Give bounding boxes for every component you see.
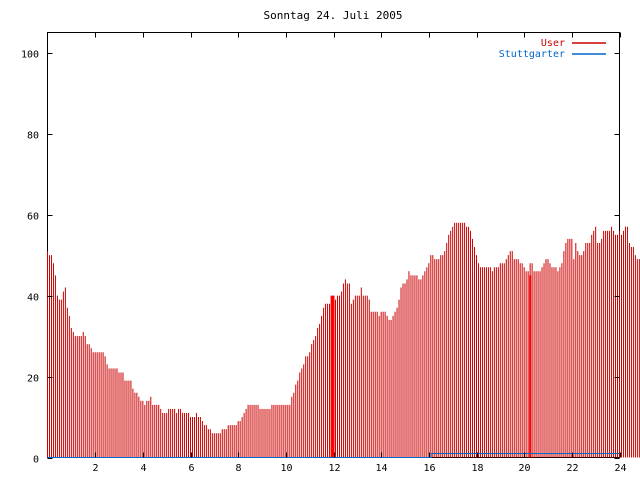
x-tick-label: 18 (471, 463, 483, 474)
legend-label-stuttgarter: Stuttgarter (499, 49, 565, 60)
x-tick-label: 12 (328, 463, 340, 474)
x-tick-label: 20 (518, 463, 530, 474)
stuttgarter-line (47, 452, 620, 458)
x-tick-label: 14 (375, 463, 387, 474)
x-axis-ticks: 2 4 6 8 10 12 14 16 18 20 22 24 (92, 32, 627, 474)
x-tick-label: 2 (92, 463, 98, 474)
y-tick-label: 100 (21, 50, 39, 61)
x-tick-label: 10 (280, 463, 292, 474)
x-tick-label: 16 (423, 463, 435, 474)
y-tick-label: 40 (27, 293, 39, 304)
chart-title: Sonntag 24. Juli 2005 (263, 9, 402, 22)
y-tick-label: 20 (27, 374, 39, 385)
user-bars (47, 222, 640, 458)
x-tick-label: 24 (614, 463, 626, 474)
x-tick-label: 8 (235, 463, 241, 474)
highlight-bars (330, 275, 532, 458)
x-tick-label: 22 (566, 463, 578, 474)
y-axis-ticks: 0 20 40 60 80 100 (21, 50, 620, 466)
legend: User Stuttgarter (499, 38, 606, 60)
x-tick-label: 4 (140, 463, 146, 474)
y-tick-label: 60 (27, 212, 39, 223)
x-tick-label: 6 (188, 463, 194, 474)
stuttgarter-series (47, 452, 620, 458)
y-tick-label: 0 (33, 455, 39, 466)
legend-label-user: User (541, 38, 565, 49)
y-tick-label: 80 (27, 131, 39, 142)
